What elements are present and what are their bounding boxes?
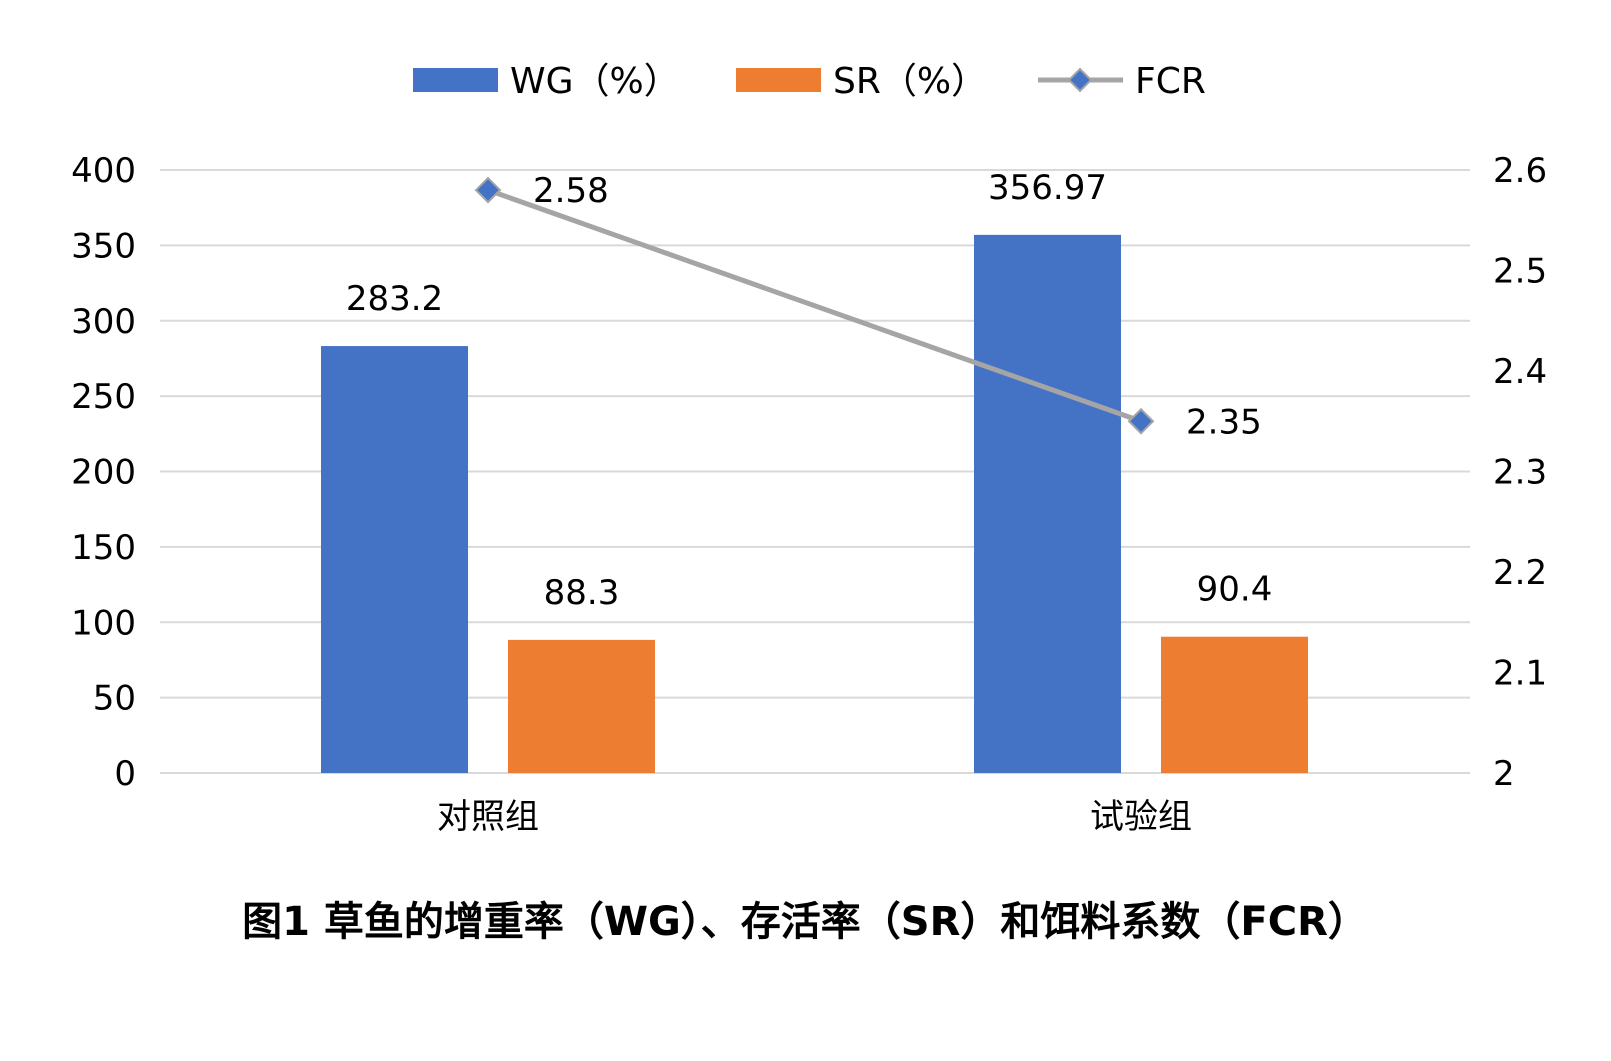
fcr-line <box>487 187 1142 424</box>
right-tick-label: 2.3 <box>1493 453 1547 493</box>
chart-caption: 图1 草鱼的增重率（WG）、存活率（SR）和饵料系数（FCR） <box>242 899 1368 945</box>
left-tick-label: 50 <box>93 679 136 719</box>
line-point-marker <box>1127 407 1155 435</box>
left-tick-label: 200 <box>71 453 136 493</box>
line-data-label: 2.58 <box>533 171 609 211</box>
category-label: 试验组 <box>1090 797 1192 837</box>
legend-swatch <box>736 68 821 92</box>
category-labels: 对照组 试验组 <box>437 797 1192 837</box>
legend-label: SR（%） <box>833 61 987 102</box>
bar-data-label: 356.97 <box>988 168 1107 208</box>
left-tick-label: 100 <box>71 603 136 643</box>
legend-label: WG（%） <box>510 61 680 102</box>
legend-marker <box>1067 67 1093 93</box>
right-tick-label: 2 <box>1493 754 1515 794</box>
right-tick-label: 2.2 <box>1493 553 1547 593</box>
right-tick-label: 2.6 <box>1493 151 1547 191</box>
legend-swatch <box>413 68 498 92</box>
left-axis-ticks: 0 50 100 150 200 250 300 350 400 <box>71 151 136 794</box>
right-axis-ticks: 2 2.1 2.2 2.3 2.4 2.5 2.6 <box>1493 151 1547 794</box>
left-tick-label: 400 <box>71 151 136 191</box>
left-tick-label: 150 <box>71 528 136 568</box>
bar-data-label: 283.2 <box>346 279 443 319</box>
left-tick-label: 250 <box>71 377 136 417</box>
bar <box>974 234 1121 773</box>
left-tick-label: 0 <box>114 754 136 794</box>
left-tick-label: 350 <box>71 226 136 266</box>
category-label: 对照组 <box>437 797 539 837</box>
right-tick-label: 2.4 <box>1493 352 1547 392</box>
bar <box>508 639 655 773</box>
right-tick-label: 2.5 <box>1493 252 1547 292</box>
line-data-label: 2.35 <box>1186 402 1262 442</box>
legend: WG（%） SR（%） FCR <box>413 61 1206 102</box>
bar-series: 283.2 88.3 356.97 90.4 <box>321 168 1308 773</box>
bar <box>1161 636 1308 773</box>
line-point-marker <box>474 176 502 204</box>
bar <box>321 346 468 773</box>
bar-data-label: 88.3 <box>544 573 620 613</box>
bar-data-label: 90.4 <box>1197 570 1273 610</box>
line-series: 2.58 2.35 <box>474 171 1262 442</box>
left-tick-label: 300 <box>71 302 136 342</box>
legend-label: FCR <box>1135 61 1206 102</box>
right-tick-label: 2.1 <box>1493 654 1547 694</box>
